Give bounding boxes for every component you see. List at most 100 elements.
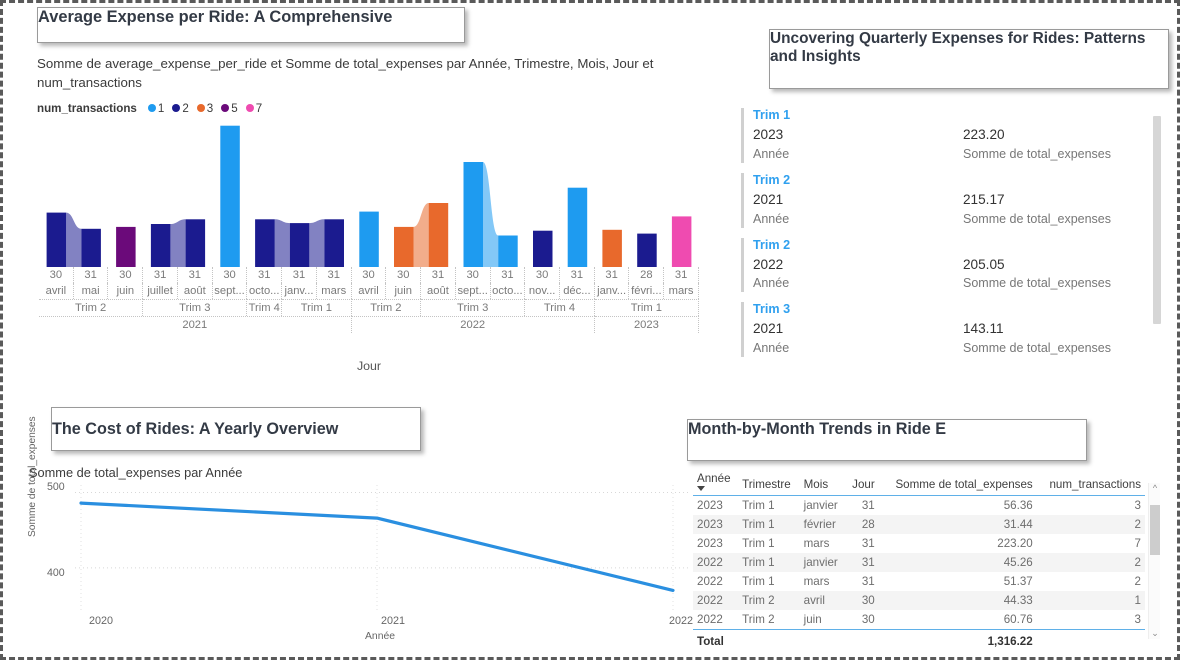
table-cell: 30 [845,591,879,610]
axis-day-11: 31 [421,267,456,283]
table-row[interactable]: 2022 Trim 2 avril 30 44.33 1 [693,591,1145,610]
table-header-row[interactable]: Année Trimestre Mois Jour Somme de total… [693,469,1145,496]
axis-month-14: nov... [525,283,561,299]
scroll-up-chevron-icon[interactable]: ^ [1152,483,1158,493]
line-chart-title-card[interactable]: The Cost of Rides: A Yearly Overview [51,407,421,451]
table-cell: 2023 [697,537,723,550]
ribbon-chart-legend[interactable]: num_transactions 1 2 3 5 7 [37,102,737,115]
table-total-row: Total 1,316.22 [693,629,1145,651]
card-accent-bar [741,172,744,228]
quarterly-card-item[interactable]: Trim 2 2021 Année 215.17 Somme de total_… [741,172,1161,228]
table-cell: 2022 [697,613,723,626]
table-col-jour[interactable]: Jour [845,469,879,496]
card-accent-bar [741,108,744,163]
monthly-trends-table-visual[interactable]: Année Trimestre Mois Jour Somme de total… [693,469,1163,651]
axis-month-3: juillet [143,283,178,299]
axis-month-12: sept... [456,283,491,299]
table-col-ann-e[interactable]: Année [693,469,739,496]
table-cell: 2 [1036,515,1145,534]
axis-day-4: 31 [178,267,213,283]
axis-month-13: octo... [491,283,526,299]
axis-quarter-3: Trim 1 [282,299,352,316]
card-year-label: Année [753,276,790,291]
table-cell: mars [803,537,830,550]
table-cell: 2022 [693,591,739,610]
monthly-trends-table[interactable]: Année Trimestre Mois Jour Somme de total… [693,469,1145,651]
line-chart-visual[interactable]: Somme de total_expenses par Année Somme … [27,416,693,651]
card-expense-label: Somme de total_expenses [963,211,1112,226]
axis-month-9: avril [352,283,387,299]
legend-item-2[interactable]: 2 [172,102,189,115]
table-row[interactable]: 2022 Trim 1 janvier 31 45.26 2 [693,553,1145,572]
legend-swatch-7 [245,104,254,113]
table-cell: 7 [1134,537,1141,550]
quarterly-card-item[interactable]: Trim 3 2021 Année 143.11 Somme de total_… [741,302,1161,358]
scroll-down-chevron-icon[interactable]: ⌄ [1151,628,1159,638]
quarterly-card-item[interactable]: Trim 1 2023 Année 223.20 Somme de total_… [741,108,1161,163]
table-cell: avril [799,591,846,610]
table-cell: 30 [861,613,875,626]
card-year-value: 2023 [753,127,784,142]
table-scrollbar[interactable]: ^ ⌄ [1148,483,1160,639]
axis-month-18: mars [664,283,699,299]
table-cell: 31 [861,499,875,512]
quarterly-cards-list[interactable]: Trim 1 2023 Année 223.20 Somme de total_… [741,108,1161,390]
table-cell: 2022 [693,553,739,572]
ribbon-chart-visual[interactable]: Somme de average_expense_per_ride et Som… [37,55,737,390]
line-chart-title-text: The Cost of Rides: A Yearly Overview [52,419,339,438]
xaxis-tick-2020: 2020 [89,615,114,627]
axis-month-4: août [178,283,213,299]
legend-item-5[interactable]: 5 [221,102,238,115]
legend-swatch-2 [172,104,181,113]
axis-month-7: janv... [282,283,317,299]
axis-row-month: avril mai juin juillet août sept... octo... jan… [39,283,699,299]
card-accent-bar [741,237,744,293]
axis-day-0: 30 [39,267,74,283]
axis-day-1: 31 [74,267,109,283]
axis-day-2: 30 [108,267,144,283]
axis-month-15: déc... [560,283,595,299]
table-cell: 2 [1036,553,1145,572]
cards-scrollbar-thumb[interactable] [1153,116,1161,324]
table-title-card[interactable]: Month-by-Month Trends in Ride E [687,419,1087,461]
table-cell: janvier [799,553,846,572]
axis-row-year: 2021 2022 2023 [39,316,699,333]
table-cell: mars [803,575,830,588]
quarterly-card-item[interactable]: Trim 2 2022 Année 205.05 Somme de total_… [741,237,1161,293]
table-cell: 2022 [697,575,723,588]
card-quarter-label: Trim 3 [753,302,791,317]
yaxis-tick-400: 400 [47,567,65,579]
table-cell: 31 [861,575,875,588]
axis-day-8: 31 [317,267,352,283]
table-col-somme-de-total-expenses[interactable]: Somme de total_expenses [878,469,1037,496]
axis-row-quarter: Trim 2 Trim 3 Trim 4 Trim 1 Trim 2 Trim 3 Trim… [39,299,699,316]
ribbon-chart-title-card[interactable]: Average Expense per Ride: A Comprehensiv… [37,7,465,43]
table-row[interactable]: 2022 Trim 2 juin 30 60.76 3 [693,610,1145,630]
table-row[interactable]: 2023 Trim 1 janvier 31 56.36 3 [693,496,1145,516]
quarterly-title-card[interactable]: Uncovering Quarterly Expenses for Rides:… [769,29,1169,89]
table-col-mois[interactable]: Mois [799,469,846,496]
table-total-label: Total [693,629,739,651]
table-col-num-transactions[interactable]: num_transactions [1036,469,1145,496]
table-cell: juin [803,613,822,626]
legend-item-3[interactable]: 3 [196,102,213,115]
table-row[interactable]: 2023 Trim 1 février 28 31.44 2 [693,515,1145,534]
axis-year-0: 2021 [39,316,352,333]
table-row[interactable]: 2023 Trim 1 mars 31 223.20 7 [693,534,1145,553]
axis-quarter-7: Trim 1 [594,299,699,316]
table-cell: Trim 2 [738,591,800,610]
table-cell: Trim 1 [742,575,775,588]
card-expense-value: 205.05 [963,256,1005,272]
axis-month-17: févri... [629,283,665,299]
table-col-trimestre[interactable]: Trimestre [738,469,800,496]
table-scrollbar-thumb[interactable] [1150,505,1160,555]
card-year-label: Année [753,146,790,161]
legend-item-1[interactable]: 1 [147,102,164,115]
table-row[interactable]: 2022 Trim 1 mars 31 51.37 2 [693,572,1145,591]
legend-item-7[interactable]: 7 [245,102,262,115]
legend-title: num_transactions [37,101,137,115]
table-cell: 2 [1134,575,1141,588]
card-quarter-label: Trim 2 [753,237,791,252]
table-cell: 31 [861,537,875,550]
legend-swatch-3 [196,104,205,113]
